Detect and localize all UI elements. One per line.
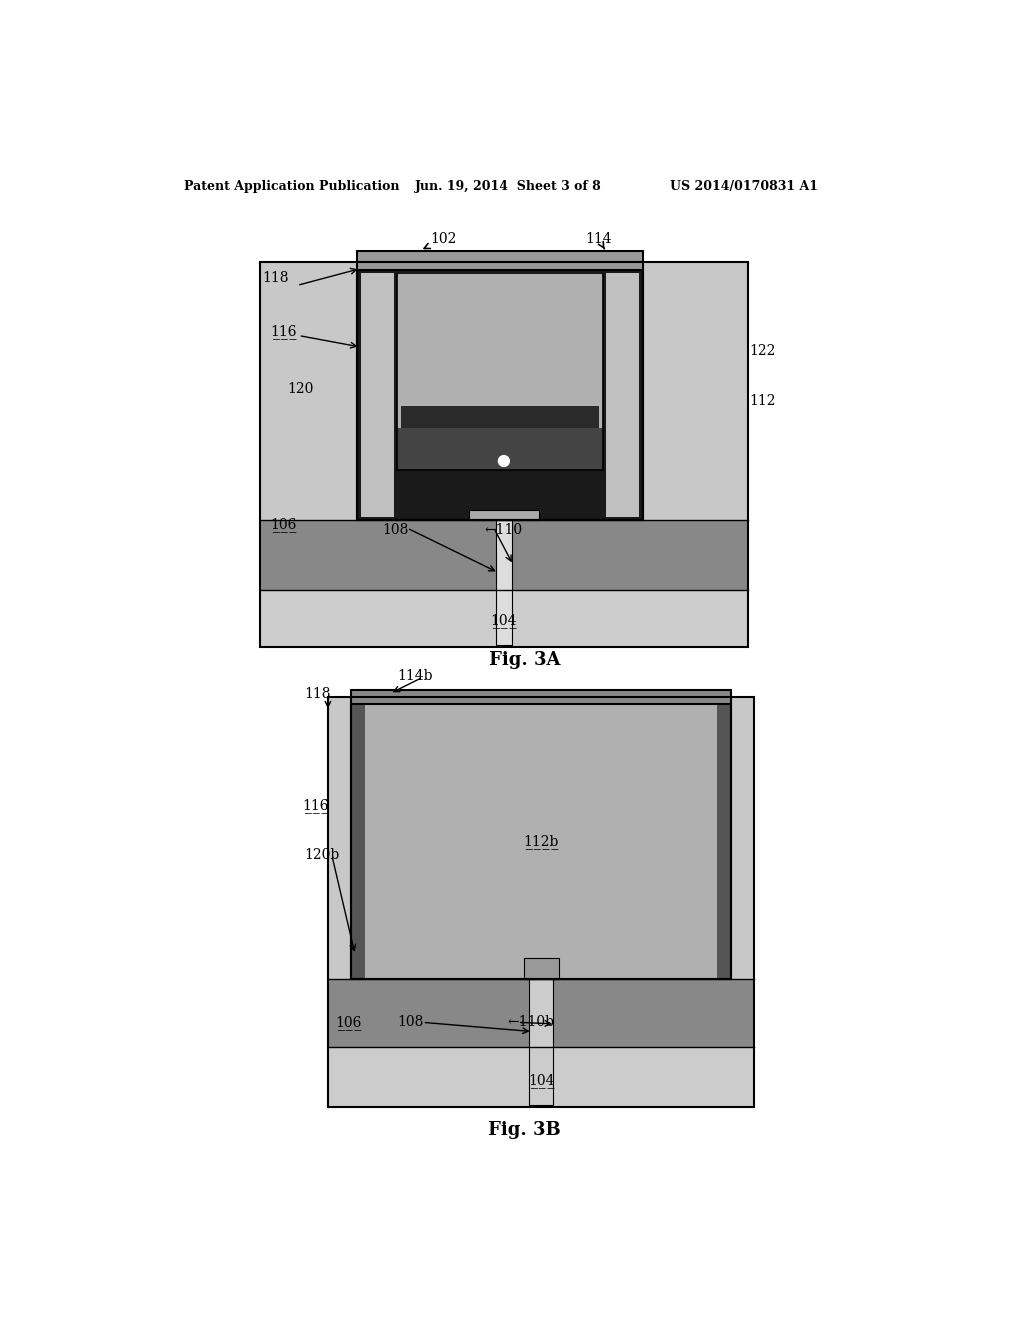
Bar xyxy=(351,704,731,979)
Bar xyxy=(351,689,731,704)
Bar xyxy=(496,520,512,645)
Text: 102: 102 xyxy=(424,232,457,248)
Bar xyxy=(361,273,394,517)
Text: 114: 114 xyxy=(586,232,612,249)
Bar xyxy=(496,520,512,645)
Bar xyxy=(469,510,539,520)
Bar xyxy=(356,251,643,271)
Bar xyxy=(260,263,748,647)
Text: ←110: ←110 xyxy=(484,523,522,536)
Text: 1̲0̲4̲: 1̲0̲4̲ xyxy=(490,612,517,628)
Text: ←110b: ←110b xyxy=(508,1015,555,1030)
Bar xyxy=(397,275,603,470)
Text: 1̲0̲6̲: 1̲0̲6̲ xyxy=(270,516,296,532)
Text: 118: 118 xyxy=(262,271,289,285)
Text: 108: 108 xyxy=(382,523,409,536)
Bar xyxy=(260,263,748,520)
Bar xyxy=(328,697,755,979)
Text: Patent Application Publication: Patent Application Publication xyxy=(183,180,399,193)
Bar xyxy=(351,704,731,979)
Bar xyxy=(351,689,731,979)
Text: 1̲0̲4̲: 1̲0̲4̲ xyxy=(527,1073,554,1088)
Bar xyxy=(523,958,558,979)
Text: 1̲1̲6̲: 1̲1̲6̲ xyxy=(270,325,296,339)
Text: 1̲0̲6̲: 1̲0̲6̲ xyxy=(336,1015,362,1030)
Bar xyxy=(529,979,553,1105)
Bar xyxy=(356,271,643,520)
Bar xyxy=(529,979,553,1105)
Bar xyxy=(260,520,748,590)
Bar xyxy=(328,979,755,1047)
Bar xyxy=(606,273,639,517)
Text: 114b: 114b xyxy=(397,669,433,682)
Text: 1̲1̲6̲: 1̲1̲6̲ xyxy=(302,797,329,813)
Text: 122: 122 xyxy=(750,345,776,358)
Text: Fig. 3A: Fig. 3A xyxy=(489,652,560,669)
Text: 120: 120 xyxy=(287,383,313,396)
Bar xyxy=(356,251,643,271)
Bar xyxy=(400,407,599,428)
Circle shape xyxy=(499,455,509,466)
Bar xyxy=(397,428,603,470)
Bar xyxy=(356,251,643,520)
Text: Jun. 19, 2014  Sheet 3 of 8: Jun. 19, 2014 Sheet 3 of 8 xyxy=(415,180,601,193)
Bar xyxy=(717,704,731,979)
Bar xyxy=(351,689,731,704)
Bar xyxy=(356,271,643,520)
Text: 1̲1̲2̲b̲: 1̲1̲2̲b̲ xyxy=(523,834,559,849)
Text: 112: 112 xyxy=(750,393,776,408)
Bar xyxy=(328,697,755,1107)
Text: 120b: 120b xyxy=(305,849,340,862)
Bar xyxy=(260,590,748,647)
Bar xyxy=(328,1047,755,1107)
Text: Fig. 3B: Fig. 3B xyxy=(488,1121,561,1139)
Text: 108: 108 xyxy=(397,1015,424,1030)
Text: 118: 118 xyxy=(305,686,331,701)
Bar xyxy=(351,704,366,979)
Bar xyxy=(469,510,539,520)
Bar xyxy=(523,958,558,979)
Text: US 2014/0170831 A1: US 2014/0170831 A1 xyxy=(671,180,818,193)
